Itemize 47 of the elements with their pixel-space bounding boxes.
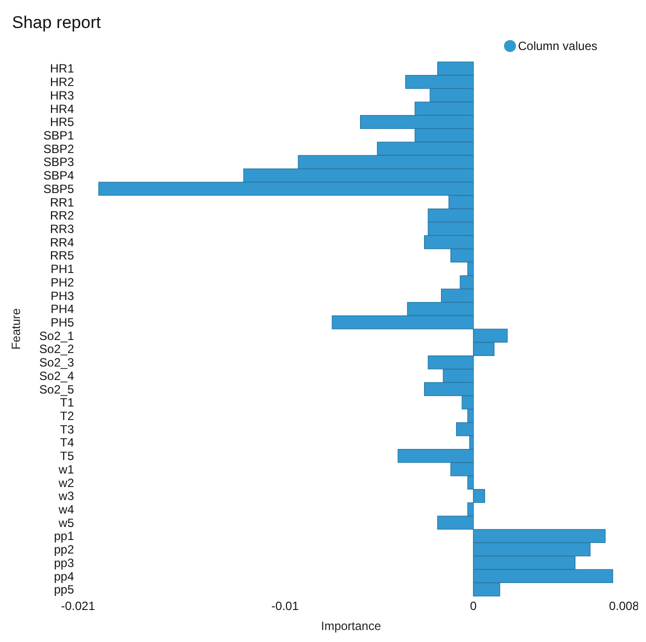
- y-tick-label: pp2: [54, 542, 74, 557]
- y-tick-label: PH3: [50, 288, 74, 303]
- y-tick-label: HR3: [50, 88, 74, 102]
- y-tick-label: T2: [60, 409, 74, 424]
- y-tick-label: RR4: [50, 235, 74, 250]
- y-tick-label: RR2: [50, 208, 74, 223]
- y-tick-label: SBP2: [43, 142, 74, 156]
- y-tick-label: PH5: [50, 316, 74, 330]
- y-tick-label: RR3: [50, 222, 74, 236]
- y-tick-label: HR4: [50, 102, 74, 116]
- y-tick-label: pp5: [54, 582, 74, 597]
- y-axis-title: Feature: [9, 308, 23, 350]
- y-tick-label: pp1: [54, 529, 74, 544]
- y-tick-label: PH2: [50, 275, 74, 290]
- y-tick-label: HR2: [50, 75, 74, 90]
- y-tick-label: T1: [60, 396, 74, 410]
- y-tick-label: w4: [58, 502, 74, 517]
- y-tick-label: pp4: [54, 569, 74, 584]
- x-tick-label: -0.021: [60, 599, 96, 613]
- y-tick-label: pp3: [54, 556, 74, 570]
- x-axis-title: Importance: [320, 619, 382, 633]
- x-tick-label: -0.01: [271, 599, 300, 613]
- y-tick-label: w5: [58, 516, 74, 530]
- chart-title: Shap report: [12, 13, 102, 32]
- y-tick-label: SBP1: [43, 128, 74, 143]
- y-tick-label: w2: [58, 476, 74, 490]
- y-tick-label: So2_1: [39, 328, 74, 343]
- y-tick-label: SBP4: [43, 168, 74, 183]
- y-tick-label: w3: [58, 489, 74, 504]
- y-tick-label: T3: [60, 422, 74, 436]
- y-tick-label: So2_4: [39, 368, 74, 383]
- x-tick-label: 0: [470, 599, 478, 613]
- y-tick-label: SBP5: [43, 182, 74, 196]
- y-tick-label: HR5: [50, 115, 74, 130]
- y-tick-label: PH4: [50, 302, 74, 316]
- y-tick-label: SBP3: [43, 155, 74, 170]
- y-tick-label: So2_2: [39, 342, 74, 356]
- y-tick-label: w1: [58, 462, 74, 476]
- y-tick-label: So2_3: [39, 356, 74, 370]
- y-tick-label: PH1: [50, 262, 74, 276]
- legend-label: Column values: [518, 39, 598, 54]
- y-tick-label: HR1: [50, 62, 74, 76]
- y-tick-label: T5: [60, 449, 74, 464]
- y-tick-label: RR5: [50, 248, 74, 263]
- y-tick-label: RR1: [50, 195, 74, 210]
- y-tick-label: T4: [60, 436, 74, 450]
- y-tick-label: So2_5: [39, 382, 74, 396]
